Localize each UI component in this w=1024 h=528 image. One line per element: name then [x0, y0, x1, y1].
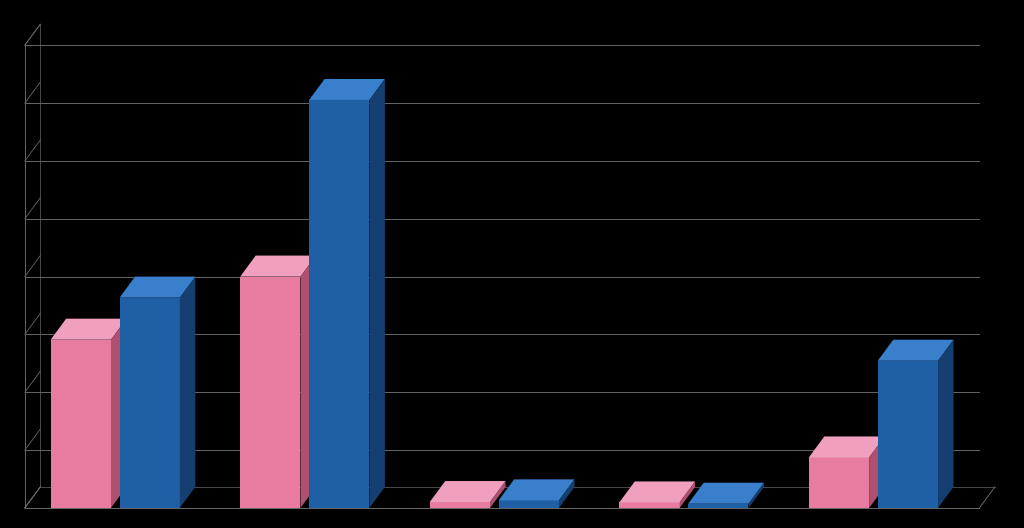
Polygon shape — [300, 256, 316, 508]
Polygon shape — [430, 502, 490, 508]
Polygon shape — [688, 483, 764, 504]
Polygon shape — [50, 319, 126, 340]
Polygon shape — [878, 340, 953, 361]
Polygon shape — [680, 482, 695, 508]
Polygon shape — [809, 437, 885, 457]
Polygon shape — [430, 481, 506, 502]
Polygon shape — [120, 277, 196, 298]
Polygon shape — [869, 437, 885, 508]
Polygon shape — [120, 298, 180, 508]
Polygon shape — [688, 504, 749, 508]
Polygon shape — [499, 501, 559, 508]
Polygon shape — [111, 319, 126, 508]
Polygon shape — [620, 503, 680, 508]
Polygon shape — [620, 482, 695, 503]
Polygon shape — [180, 277, 196, 508]
Polygon shape — [499, 479, 574, 501]
Polygon shape — [309, 79, 385, 100]
Polygon shape — [559, 479, 574, 508]
Polygon shape — [490, 481, 506, 508]
Polygon shape — [938, 340, 953, 508]
Polygon shape — [241, 277, 300, 508]
Polygon shape — [309, 100, 370, 508]
Polygon shape — [749, 483, 764, 508]
Polygon shape — [370, 79, 385, 508]
Polygon shape — [50, 340, 111, 508]
Polygon shape — [809, 457, 869, 508]
Polygon shape — [241, 256, 316, 277]
Polygon shape — [878, 361, 938, 508]
